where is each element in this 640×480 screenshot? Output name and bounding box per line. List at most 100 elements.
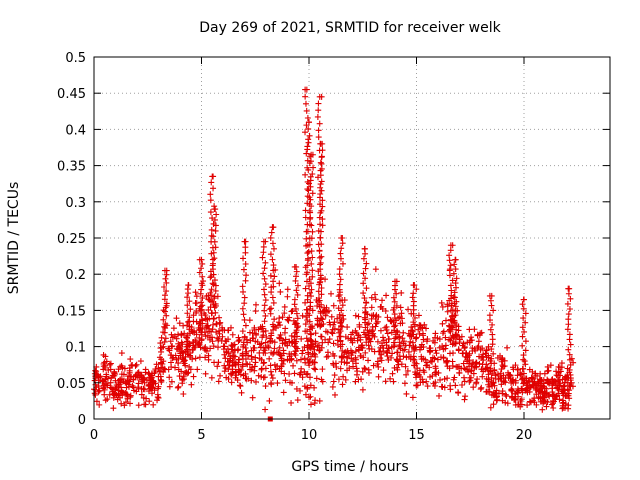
data-point: [317, 184, 324, 191]
data-point: [569, 383, 576, 390]
data-point: [268, 229, 275, 236]
data-point: [260, 360, 267, 367]
data-point: [517, 397, 524, 404]
data-point: [325, 339, 332, 346]
data-point: [323, 353, 330, 360]
data-point: [488, 302, 495, 309]
data-point: [330, 340, 337, 347]
data-point: [294, 324, 301, 331]
data-point: [261, 359, 268, 366]
data-point: [444, 308, 451, 315]
data-point: [110, 405, 117, 412]
data-point: [346, 365, 353, 372]
data-point: [100, 366, 107, 373]
data-point: [256, 355, 263, 362]
data-point: [258, 366, 265, 373]
data-point: [567, 341, 574, 348]
data-point: [501, 363, 508, 370]
data-point: [356, 321, 363, 328]
data-point: [539, 383, 546, 390]
data-point: [433, 350, 440, 357]
data-point: [232, 360, 239, 367]
data-point: [304, 370, 311, 377]
data-point: [438, 299, 445, 306]
data-point: [319, 216, 326, 223]
data-point: [297, 356, 304, 363]
data-point: [488, 355, 495, 362]
data-point: [282, 325, 289, 332]
data-point: [267, 251, 274, 258]
data-point: [524, 402, 531, 409]
data-point: [434, 335, 441, 342]
data-point: [543, 385, 550, 392]
data-point: [236, 336, 243, 343]
data-point: [210, 260, 217, 267]
data-point: [520, 352, 527, 359]
y-tick-label: 0: [78, 413, 86, 428]
data-point: [186, 330, 193, 337]
data-point: [275, 319, 282, 326]
data-point: [193, 331, 200, 338]
data-point: [446, 272, 453, 279]
data-point: [207, 209, 214, 216]
data-point: [293, 273, 300, 280]
data-point: [217, 372, 224, 379]
data-point: [412, 335, 419, 342]
data-point: [365, 357, 372, 364]
data-point: [362, 334, 369, 341]
data-point: [464, 339, 471, 346]
data-point: [471, 326, 478, 333]
data-point: [546, 393, 553, 400]
data-point: [328, 290, 335, 297]
data-point: [266, 338, 273, 345]
data-point: [460, 360, 467, 367]
data-point: [566, 351, 573, 358]
data-point: [432, 330, 439, 337]
data-point: [202, 344, 209, 351]
data-point: [389, 350, 396, 357]
data-point: [520, 370, 527, 377]
data-point: [519, 365, 526, 372]
data-point: [452, 303, 459, 310]
data-point: [161, 365, 168, 372]
data-point: [520, 305, 527, 312]
data-point: [438, 383, 445, 390]
data-point: [180, 350, 187, 357]
data-point: [503, 393, 510, 400]
data-point: [267, 362, 274, 369]
data-point: [291, 321, 298, 328]
data-point: [339, 302, 346, 309]
data-point: [222, 355, 229, 362]
data-point: [185, 318, 192, 325]
data-point: [202, 370, 209, 377]
data-point: [317, 159, 324, 166]
data-point: [262, 259, 269, 266]
data-point: [294, 282, 301, 289]
data-point: [180, 356, 187, 363]
data-point: [397, 304, 404, 311]
data-point: [276, 335, 283, 342]
data-point: [410, 331, 417, 338]
y-tick-label: 0.1: [65, 341, 86, 356]
data-point: [309, 267, 316, 274]
data-point: [306, 394, 312, 401]
data-point: [404, 367, 411, 374]
data-point: [517, 371, 524, 378]
data-point: [548, 376, 555, 383]
data-point: [452, 266, 459, 273]
data-point: [306, 119, 312, 126]
data-point: [146, 398, 153, 405]
data-point: [436, 344, 443, 351]
data-point: [534, 384, 541, 391]
chart-title: Day 269 of 2021, SRMTID for receiver wel…: [199, 20, 501, 36]
data-point: [391, 298, 398, 305]
data-point: [219, 324, 226, 331]
data-point: [316, 214, 323, 221]
data-point: [365, 320, 372, 327]
data-point: [499, 397, 506, 404]
data-point: [407, 338, 414, 345]
data-point: [204, 316, 211, 323]
data-point: [406, 332, 413, 339]
data-point: [308, 248, 315, 255]
